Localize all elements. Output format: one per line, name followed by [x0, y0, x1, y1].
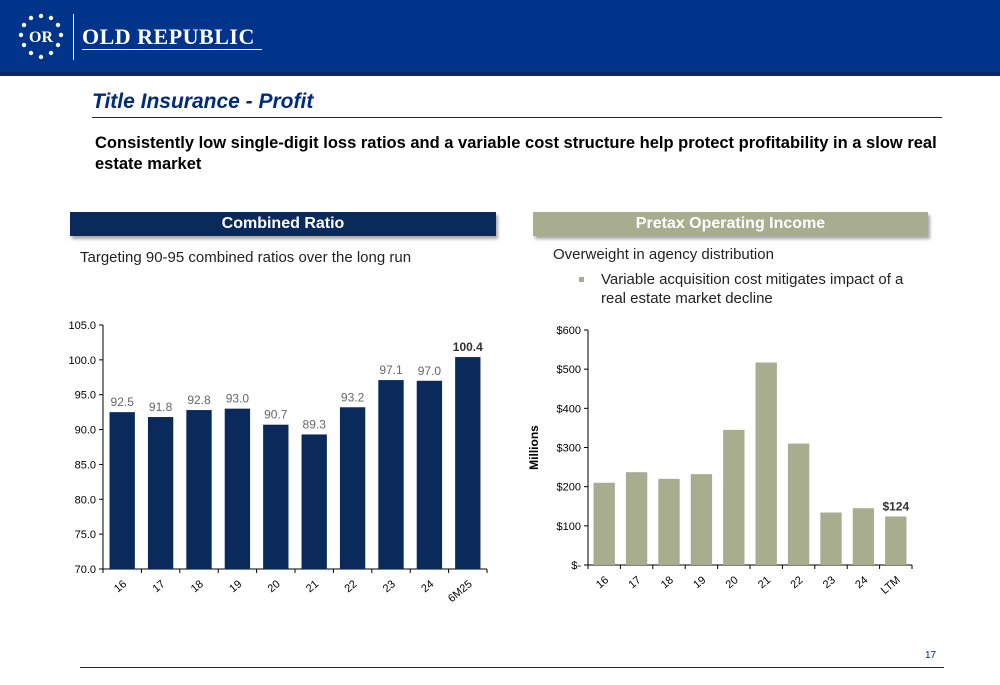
combined-ratio-x-tick-label: 17	[150, 578, 167, 595]
pretax-income-x-tick-label: 16	[594, 574, 611, 591]
pretax-income-bar	[593, 482, 615, 565]
pretax-income-x-tick-label: LTM	[879, 574, 903, 597]
pretax-income-data-label: $124	[882, 499, 909, 513]
combined-ratio-data-label: 100.4	[453, 340, 483, 354]
combined-ratio-bar	[224, 408, 251, 569]
pretax-income-bar	[820, 512, 842, 565]
page-number: 17	[925, 650, 937, 661]
combined-ratio-data-label: 93.2	[341, 390, 365, 404]
combined-ratio-y-tick-label: 75.0	[75, 529, 96, 541]
pretax-income-bar	[690, 474, 713, 565]
combined-ratio-x-tick-label: 23	[381, 578, 398, 595]
pretax-income-bar	[625, 472, 648, 565]
combined-ratio-x-tick-label: 16	[112, 578, 129, 595]
pretax-income-bar	[658, 478, 680, 565]
pretax-income-bar	[755, 362, 777, 565]
combined-ratio-x-tick-label: 19	[227, 578, 244, 595]
pretax-income-bar	[723, 429, 745, 565]
pretax-income-y-tick-label: $600	[557, 325, 581, 337]
bullet-square-icon	[579, 277, 584, 282]
pretax-income-y-tick-label: $-	[571, 560, 581, 572]
pretax-income-heading: Pretax Operating Income	[533, 212, 928, 236]
brand-name: OLD REPUBLIC	[82, 24, 255, 49]
combined-ratio-x-tick-label: 24	[419, 578, 436, 595]
combined-ratio-data-label: 89.3	[303, 417, 327, 431]
pretax-income-note: Overweight in agency distribution	[553, 246, 774, 263]
combined-ratio-y-tick-label: 90.0	[75, 425, 96, 437]
pretax-income-y-tick-label: $400	[557, 403, 581, 415]
pretax-income-y-tick-label: $100	[557, 521, 581, 533]
combined-ratio-data-label: 97.0	[418, 364, 442, 378]
combined-ratio-y-tick-label: 95.0	[75, 390, 96, 402]
combined-ratio-bar	[378, 380, 404, 569]
combined-ratio-bar	[147, 417, 174, 569]
combined-ratio-bar	[109, 412, 135, 569]
pretax-income-x-tick-label: 17	[626, 574, 643, 591]
combined-ratio-data-label: 97.1	[379, 363, 403, 377]
logo-monogram: OR	[29, 29, 53, 46]
combined-ratio-x-tick-label: 6M25	[446, 578, 475, 605]
combined-ratio-heading: Combined Ratio	[70, 212, 496, 236]
combined-ratio-x-tick-label: 21	[304, 578, 321, 595]
combined-ratio-data-label: 90.7	[264, 408, 288, 422]
pretax-income-chart: $- $100 $200 $300 $400 $500 $600 16 17 18 19 20 21 22…	[527, 325, 913, 597]
header-bar: OR OLD REPUBLIC	[0, 0, 1000, 72]
pretax-income-x-tick-label: 22	[788, 574, 805, 591]
combined-ratio-y-tick-label: 70.0	[75, 564, 96, 576]
combined-ratio-y-tick-label: 105.0	[68, 320, 96, 332]
combined-ratio-chart: 70.0 75.0 80.0 85.0 90.0 95.0 100.0 105.0 92.5 16…	[68, 320, 488, 605]
combined-ratio-x-tick-label: 20	[266, 578, 283, 595]
footer-rule	[80, 667, 944, 668]
combined-ratio-data-label: 92.8	[187, 393, 211, 407]
combined-ratio-bar	[455, 357, 481, 569]
pretax-income-y-tick-label: $200	[557, 482, 581, 494]
title-rule	[92, 117, 942, 118]
combined-ratio-bar	[186, 410, 212, 569]
pretax-income-x-tick-label: 18	[659, 574, 676, 591]
pretax-income-bar	[852, 508, 875, 565]
combined-ratio-bar	[263, 424, 289, 569]
combined-ratio-note: Targeting 90-95 combined ratios over the…	[80, 249, 412, 266]
combined-ratio-data-label: 93.0	[226, 392, 250, 406]
pretax-income-x-tick-label: 24	[853, 574, 870, 591]
combined-ratio-data-label: 91.8	[149, 400, 173, 414]
pretax-income-y-tick-label: $500	[557, 364, 581, 376]
brand-underline	[82, 49, 262, 50]
combined-ratio-y-tick-label: 85.0	[75, 459, 96, 471]
combined-ratio-bar	[339, 407, 366, 569]
header-stripe	[0, 72, 1000, 76]
pretax-income-x-tick-label: 21	[756, 574, 773, 591]
combined-ratio-bar	[416, 380, 443, 569]
pretax-income-y-tick-label: $300	[557, 443, 581, 455]
pretax-income-bar	[885, 516, 907, 565]
page-subtitle: Consistently low single-digit loss ratio…	[95, 134, 937, 173]
combined-ratio-y-tick-label: 80.0	[75, 494, 96, 506]
pretax-income-bullet: Variable acquisition cost mitigates impa…	[601, 271, 904, 307]
pretax-income-y-axis-label: Millions	[527, 425, 541, 470]
pretax-income-x-tick-label: 20	[724, 574, 741, 591]
pretax-income-bar	[787, 443, 810, 565]
pretax-income-x-tick-label: 19	[691, 574, 708, 591]
combined-ratio-x-tick-label: 18	[189, 578, 206, 595]
logo-divider	[73, 14, 74, 60]
logo-stars-icon: OR	[18, 13, 64, 60]
combined-ratio-bar	[301, 434, 327, 569]
pretax-income-x-tick-label: 23	[821, 574, 838, 591]
combined-ratio-data-label: 92.5	[111, 395, 135, 409]
combined-ratio-y-tick-label: 100.0	[68, 355, 96, 367]
combined-ratio-x-tick-label: 22	[342, 578, 359, 595]
page-title: Title Insurance - Profit	[92, 90, 314, 113]
